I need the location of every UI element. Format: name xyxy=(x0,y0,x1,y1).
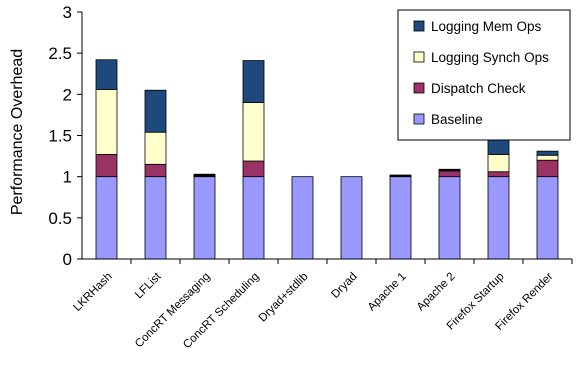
x-tick-label: LFList xyxy=(133,270,164,301)
bar-segment-baseline xyxy=(144,176,167,260)
plot-area xyxy=(95,59,559,260)
bar-segment-logging-synch-ops xyxy=(144,131,167,165)
bar-segment-logging-mem-ops xyxy=(487,139,510,155)
bar-segment-logging-mem-ops xyxy=(438,168,461,171)
bar-segment-logging-synch-ops xyxy=(242,102,265,162)
bar-segment-logging-mem-ops xyxy=(144,89,167,133)
y-axis-label: Performance Overhead xyxy=(9,49,26,215)
y-tick-label: 3 xyxy=(63,3,72,22)
x-tick-label: Dryad xyxy=(329,271,359,301)
bar-segment-logging-mem-ops xyxy=(242,60,265,103)
legend-label: Baseline xyxy=(431,112,483,127)
bar-segment-logging-mem-ops xyxy=(193,173,216,176)
bar-segment-logging-synch-ops xyxy=(536,154,559,161)
x-tick-label: LKRHash xyxy=(71,271,114,314)
bar-segment-dispatch-check xyxy=(536,159,559,178)
bar-segment-logging-mem-ops xyxy=(536,150,559,156)
bar-segment-dispatch-check xyxy=(438,170,461,178)
bar-segment-baseline xyxy=(95,176,118,260)
y-tick-label: 2.5 xyxy=(48,44,72,63)
bar-segment-logging-synch-ops xyxy=(389,174,412,177)
bar-segment-dispatch-check xyxy=(487,171,510,178)
bar-segment-baseline xyxy=(242,176,265,260)
bar-segment-logging-synch-ops xyxy=(95,88,118,155)
legend-swatch xyxy=(413,82,425,94)
bar-segment-baseline xyxy=(389,176,412,260)
bar-segment-logging-mem-ops xyxy=(95,59,118,90)
bar-segment-logging-synch-ops xyxy=(487,154,510,173)
legend: Logging Mem Ops Logging Synch Ops Dispatch… xyxy=(397,9,571,141)
legend-label: Logging Mem Ops xyxy=(431,19,542,34)
y-tick-label: 0.5 xyxy=(48,209,72,228)
bar-segment-dispatch-check xyxy=(242,160,265,178)
legend-swatch xyxy=(413,20,425,32)
bar-segment-baseline xyxy=(340,176,363,260)
legend-label: Dispatch Check xyxy=(431,81,526,96)
legend-swatch xyxy=(413,51,425,63)
x-tick-label: Apache 2 xyxy=(415,271,458,314)
bar-segment-baseline xyxy=(291,176,314,260)
y-tick-label: 2 xyxy=(63,85,72,104)
legend-box xyxy=(397,9,571,141)
bar-segment-baseline xyxy=(487,176,510,260)
bar-segment-baseline xyxy=(536,176,559,260)
y-tick-label: 0 xyxy=(63,250,72,269)
bar-segment-dispatch-check xyxy=(144,163,167,178)
legend-label: Logging Synch Ops xyxy=(431,50,549,65)
bar-segment-baseline xyxy=(193,176,216,260)
x-tick-label: Apache 1 xyxy=(366,271,409,314)
x-tick-label: Dryad+stdlib xyxy=(257,271,311,325)
y-axis: 0 0.5 1 1.5 2 2.5 3 xyxy=(48,3,83,269)
bar-segment-dispatch-check xyxy=(95,154,118,178)
legend-swatch xyxy=(413,113,425,125)
y-tick-label: 1 xyxy=(63,168,72,187)
bar-segment-baseline xyxy=(438,176,461,260)
y-tick-label: 1.5 xyxy=(48,127,72,146)
